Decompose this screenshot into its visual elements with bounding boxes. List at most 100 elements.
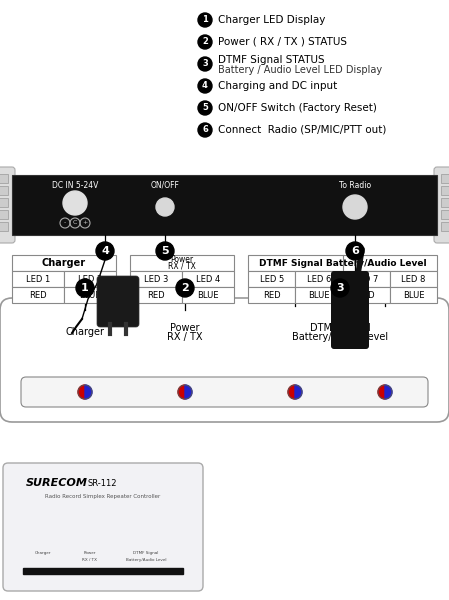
Text: LED 1: LED 1 xyxy=(26,275,50,283)
Text: Power ( RX / TX ) STATUS: Power ( RX / TX ) STATUS xyxy=(218,37,347,47)
Bar xyxy=(390,271,437,287)
Text: +: + xyxy=(82,220,88,226)
Polygon shape xyxy=(178,385,185,399)
Text: DTMF Signal: DTMF Signal xyxy=(310,323,370,333)
Text: 5: 5 xyxy=(202,103,208,113)
Circle shape xyxy=(76,279,94,297)
FancyBboxPatch shape xyxy=(21,377,428,407)
Bar xyxy=(130,255,234,271)
Text: RED: RED xyxy=(357,290,375,299)
Text: BLUE: BLUE xyxy=(308,290,330,299)
Circle shape xyxy=(198,123,212,137)
Circle shape xyxy=(198,13,212,27)
Bar xyxy=(64,287,116,303)
Text: Charging and DC input: Charging and DC input xyxy=(218,81,337,91)
Bar xyxy=(12,271,64,287)
Text: ON/OFF Switch (Factory Reset): ON/OFF Switch (Factory Reset) xyxy=(218,103,377,113)
Text: BLUE: BLUE xyxy=(79,290,101,299)
Circle shape xyxy=(198,79,212,93)
Bar xyxy=(441,222,449,231)
Text: 3: 3 xyxy=(336,283,344,293)
FancyBboxPatch shape xyxy=(331,271,369,349)
Text: DTMF Signal: DTMF Signal xyxy=(133,551,158,555)
Circle shape xyxy=(96,242,114,260)
FancyBboxPatch shape xyxy=(434,167,449,243)
Text: LED 6: LED 6 xyxy=(307,275,331,283)
Text: Battery/Audio Level: Battery/Audio Level xyxy=(292,332,388,342)
Text: Connect  Radio (SP/MIC/PTT out): Connect Radio (SP/MIC/PTT out) xyxy=(218,125,387,135)
Text: RED: RED xyxy=(263,290,281,299)
Text: 3: 3 xyxy=(202,59,208,68)
Bar xyxy=(182,271,234,287)
Bar xyxy=(441,198,449,207)
Text: 2: 2 xyxy=(202,37,208,46)
FancyBboxPatch shape xyxy=(97,276,139,327)
Bar xyxy=(0,186,8,195)
Text: Power: Power xyxy=(171,256,194,265)
Bar xyxy=(23,568,183,574)
Text: Power: Power xyxy=(84,551,96,555)
Bar xyxy=(441,210,449,219)
Bar xyxy=(343,271,390,287)
Text: 5: 5 xyxy=(161,246,169,256)
Bar xyxy=(0,198,8,207)
Bar xyxy=(441,186,449,195)
Bar xyxy=(248,271,295,287)
Bar xyxy=(248,255,437,271)
Text: Battery/Audio Level: Battery/Audio Level xyxy=(126,558,166,562)
Text: LED 4: LED 4 xyxy=(196,275,220,283)
Text: BLUE: BLUE xyxy=(197,290,219,299)
Polygon shape xyxy=(288,385,295,399)
Circle shape xyxy=(198,101,212,115)
Polygon shape xyxy=(295,385,302,399)
Bar xyxy=(130,271,182,287)
Text: 1: 1 xyxy=(202,16,208,25)
Text: LED 2: LED 2 xyxy=(78,275,102,283)
Text: SR-112: SR-112 xyxy=(88,479,118,488)
Text: LED 5: LED 5 xyxy=(260,275,284,283)
Text: RX / TX: RX / TX xyxy=(168,262,196,271)
Polygon shape xyxy=(185,385,192,399)
Text: SURECOM: SURECOM xyxy=(26,478,88,488)
Bar xyxy=(0,210,8,219)
Polygon shape xyxy=(85,385,92,399)
Circle shape xyxy=(156,198,174,216)
FancyBboxPatch shape xyxy=(3,463,203,591)
Text: Charger: Charger xyxy=(66,327,105,337)
Bar xyxy=(130,287,182,303)
Polygon shape xyxy=(378,385,385,399)
Text: 6: 6 xyxy=(351,246,359,256)
Text: DTMF Signal Battery/Audio Level: DTMF Signal Battery/Audio Level xyxy=(259,259,426,268)
Circle shape xyxy=(156,242,174,260)
Text: DTMF Signal STATUS: DTMF Signal STATUS xyxy=(218,55,325,65)
Bar xyxy=(64,271,116,287)
Polygon shape xyxy=(385,385,392,399)
Bar xyxy=(343,287,390,303)
Bar xyxy=(390,287,437,303)
Text: ON/OFF: ON/OFF xyxy=(150,181,180,190)
Circle shape xyxy=(198,57,212,71)
Text: 4: 4 xyxy=(202,82,208,91)
Bar xyxy=(12,255,116,271)
Text: To Radio: To Radio xyxy=(339,181,371,190)
Text: C: C xyxy=(73,220,77,226)
Bar xyxy=(295,287,343,303)
Text: Charger LED Display: Charger LED Display xyxy=(218,15,326,25)
Text: Charger: Charger xyxy=(35,551,51,555)
Bar xyxy=(12,287,64,303)
Polygon shape xyxy=(78,385,85,399)
Text: DC IN 5-24V: DC IN 5-24V xyxy=(52,181,98,190)
Bar xyxy=(441,174,449,183)
Text: 6: 6 xyxy=(202,125,208,134)
Circle shape xyxy=(346,242,364,260)
FancyBboxPatch shape xyxy=(0,167,15,243)
Text: Battery / Audio Level LED Display: Battery / Audio Level LED Display xyxy=(218,65,382,75)
Text: 1: 1 xyxy=(81,283,89,293)
Bar xyxy=(0,222,8,231)
Text: RED: RED xyxy=(147,290,165,299)
Text: 4: 4 xyxy=(101,246,109,256)
Text: Power: Power xyxy=(170,323,200,333)
Text: BLUE: BLUE xyxy=(403,290,424,299)
Text: RX / TX: RX / TX xyxy=(83,558,97,562)
Text: Radio Record Simplex Repeater Controller: Radio Record Simplex Repeater Controller xyxy=(45,494,161,499)
